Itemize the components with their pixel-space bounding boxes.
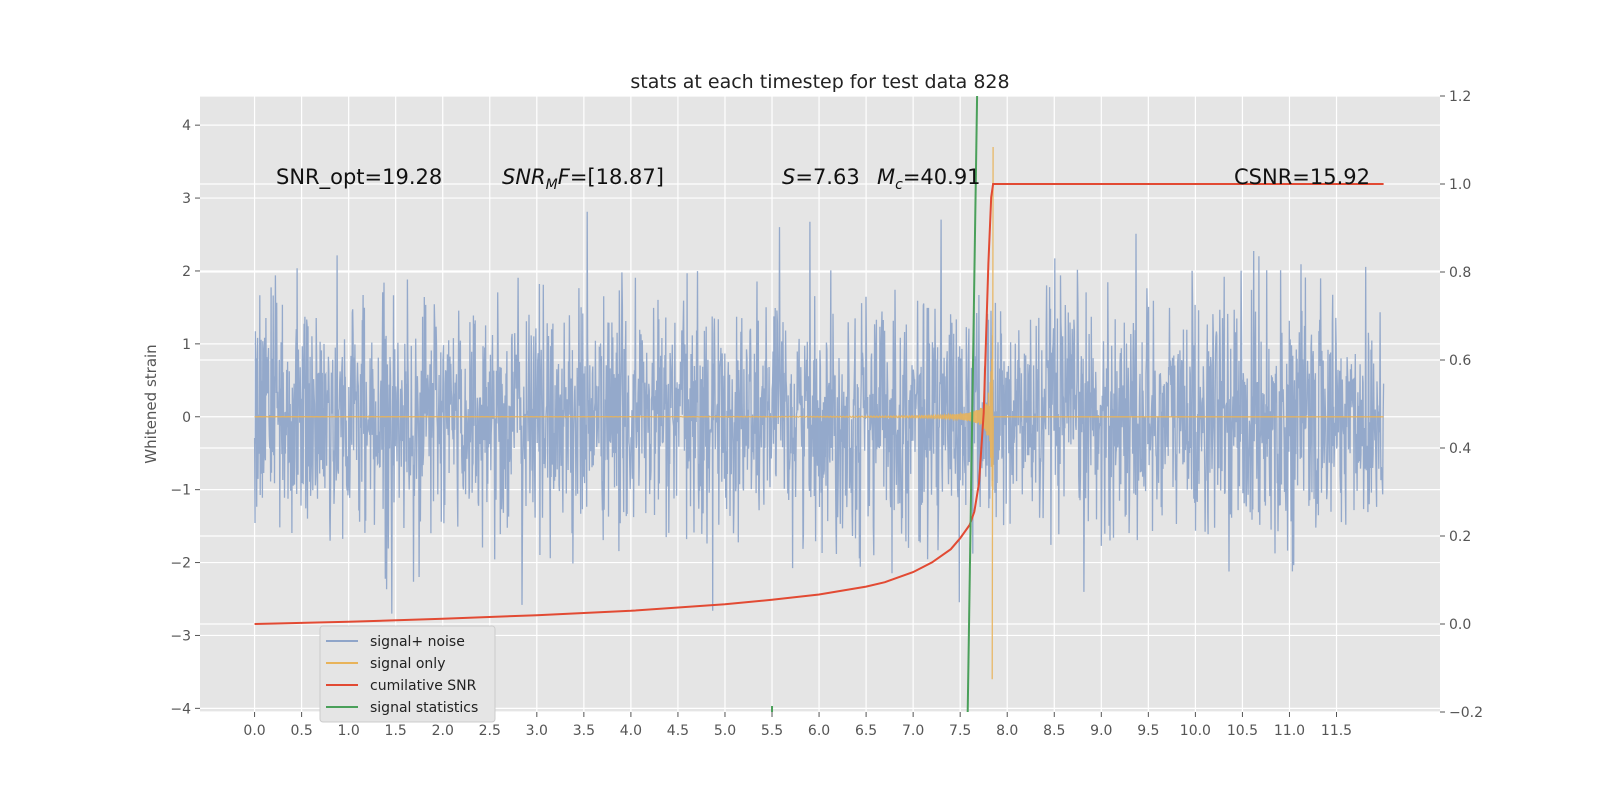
y-tick-label-left: 3: [182, 191, 191, 207]
x-tick-label: 1.0: [338, 723, 360, 739]
annotations: SNR_opt=19.28 SNRMF=[18.87] S=7.63 Mc=40…: [276, 165, 1370, 193]
x-tick-label: 4.5: [667, 723, 689, 739]
y-tick-label-right: −0.2: [1449, 705, 1483, 721]
legend-label: signal+ noise: [370, 634, 465, 650]
y-tick-label-left: −1: [170, 483, 191, 499]
annotation-csnr: CSNR=15.92: [1234, 165, 1370, 189]
x-tick-label: 10.0: [1180, 723, 1211, 739]
y-tick-label-right: 0.0: [1449, 617, 1471, 633]
y-tick-label-left: 4: [182, 118, 191, 134]
x-tick-label: 3.5: [573, 723, 595, 739]
y-tick-label-left: −3: [170, 628, 191, 644]
mc-symbol: M: [877, 165, 895, 189]
x-tick-label: 0.5: [290, 723, 312, 739]
y-tick-label-left: 1: [182, 337, 191, 353]
annotation-snr-opt: SNR_opt=19.28: [276, 165, 442, 190]
y-tick-label-right: 0.2: [1449, 529, 1471, 545]
axis-ticks: 0.0 0.5 1.0 1.5 2.0 2.5 3.0 3.5 4.0 4.5 5.0 5.5 6.0 6…: [170, 89, 1483, 739]
snr-mf-value: =[18.87]: [570, 165, 664, 189]
series-cumulative-snr-line: [254, 183, 1384, 625]
y-tick-label-right: 0.4: [1449, 441, 1471, 457]
x-tick-label: 7.5: [949, 723, 971, 739]
x-tick-label: 3.0: [526, 723, 548, 739]
legend-box: [319, 625, 496, 723]
x-tick-label: 0.0: [243, 723, 265, 739]
y-tick-label-left: −4: [170, 701, 191, 717]
x-tick-label: 6.5: [855, 723, 877, 739]
y-tick-label-left: 2: [182, 264, 191, 280]
y-tick-label-right: 1.2: [1449, 89, 1471, 105]
snr-mf-tail: F: [558, 165, 571, 189]
chart-title: stats at each timestep for test data 828: [630, 71, 1009, 93]
snr-mf-symbol: SNR: [502, 165, 546, 189]
s-symbol: S: [782, 165, 795, 189]
mc-value: =40.91: [903, 165, 981, 189]
x-tick-label: 1.5: [385, 723, 407, 739]
x-tick-label: 9.5: [1137, 723, 1159, 739]
legend-label: cumilative SNR: [370, 678, 477, 694]
x-tick-label: 2.0: [432, 723, 454, 739]
y-axis-label: Whitened strain: [142, 344, 160, 463]
legend: signal+ noise signal only cumilative SNR si…: [319, 625, 496, 723]
annotation-s: S=7.63: [782, 165, 860, 189]
series-signal-statistics-line: [966, 96, 979, 712]
x-tick-label: 2.5: [479, 723, 501, 739]
y-tick-label-right: 0.6: [1449, 353, 1471, 369]
series-signal-only-line: [254, 146, 1384, 680]
y-tick-label-left: −2: [170, 556, 191, 572]
annotation-snr-mf: SNRMF=[18.87]: [502, 165, 664, 193]
s-value: =7.63: [795, 165, 859, 189]
x-tick-label: 7.0: [902, 723, 924, 739]
x-tick-label: 11.5: [1321, 723, 1352, 739]
x-tick-label: 8.0: [996, 723, 1018, 739]
legend-label: signal statistics: [370, 700, 478, 716]
snr-mf-subscript: M: [546, 177, 558, 193]
x-tick-label: 10.5: [1227, 723, 1258, 739]
x-tick-label: 6.0: [808, 723, 830, 739]
x-tick-label: 9.0: [1090, 723, 1112, 739]
y-tick-label-right: 1.0: [1449, 177, 1471, 193]
y-tick-label-right: 0.8: [1449, 265, 1471, 281]
x-tick-label: 8.5: [1043, 723, 1065, 739]
series-signal-noise-line: [253, 211, 1385, 614]
x-tick-label: 5.0: [714, 723, 736, 739]
x-tick-label: 11.0: [1274, 723, 1305, 739]
mc-subscript: c: [895, 177, 903, 193]
x-tick-label: 4.0: [620, 723, 642, 739]
series-layer: [253, 96, 1385, 712]
x-tick-label: 5.5: [761, 723, 783, 739]
legend-label: signal only: [370, 656, 445, 672]
annotation-mc: Mc=40.91: [877, 165, 981, 193]
y-tick-label-left: 0: [182, 410, 191, 426]
